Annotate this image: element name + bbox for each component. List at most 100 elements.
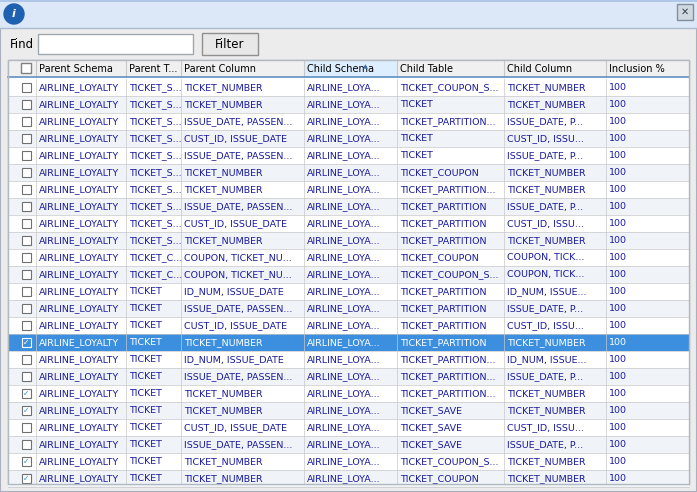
Text: COUPON, TICK...: COUPON, TICK... <box>507 253 584 262</box>
Text: 100: 100 <box>609 389 627 398</box>
Text: AIRLINE_LOYALTY: AIRLINE_LOYALTY <box>39 338 119 347</box>
Text: TICKET_NUMBER: TICKET_NUMBER <box>507 100 585 109</box>
Bar <box>8 198 689 215</box>
Text: TICKET_S...: TICKET_S... <box>129 83 182 92</box>
Bar <box>22 117 31 126</box>
Text: ID_NUM, ISSUE_DATE: ID_NUM, ISSUE_DATE <box>184 287 284 296</box>
Text: TICKET_NUMBER: TICKET_NUMBER <box>507 168 585 177</box>
Text: TICKET_S...: TICKET_S... <box>129 185 182 194</box>
Text: TICKET_COUPON: TICKET_COUPON <box>400 474 479 483</box>
Text: TICKET_S...: TICKET_S... <box>129 100 182 109</box>
Bar <box>8 79 689 96</box>
Bar <box>8 317 689 334</box>
Text: ▲: ▲ <box>362 64 367 69</box>
Text: AIRLINE_LOYALTY: AIRLINE_LOYALTY <box>39 287 119 296</box>
Text: TICKET_PARTITION...: TICKET_PARTITION... <box>400 185 496 194</box>
Bar <box>22 355 31 364</box>
Text: AIRLINE_LOYALTY: AIRLINE_LOYALTY <box>39 304 119 313</box>
Text: TICKET_SAVE: TICKET_SAVE <box>400 423 462 432</box>
Text: Inclusion %: Inclusion % <box>609 63 665 73</box>
Text: TICKET: TICKET <box>129 372 162 381</box>
Text: ISSUE_DATE, P...: ISSUE_DATE, P... <box>507 151 583 160</box>
Text: TICKET: TICKET <box>129 287 162 296</box>
Text: TICKET_COUPON_S...: TICKET_COUPON_S... <box>400 457 498 466</box>
Text: Parent T...: Parent T... <box>129 63 177 73</box>
Text: ISSUE_DATE, PASSEN...: ISSUE_DATE, PASSEN... <box>184 151 292 160</box>
Text: CUST_ID, ISSUE_DATE: CUST_ID, ISSUE_DATE <box>184 321 287 330</box>
Text: AIRLINE_LOYALTY: AIRLINE_LOYALTY <box>39 406 119 415</box>
Bar <box>304 60 397 77</box>
Bar <box>8 266 689 283</box>
Text: AIRLINE_LOYA...: AIRLINE_LOYA... <box>307 117 381 126</box>
Text: AIRLINE_LOYALTY: AIRLINE_LOYALTY <box>39 389 119 398</box>
Bar <box>8 470 689 487</box>
Text: TICKET_NUMBER: TICKET_NUMBER <box>507 338 585 347</box>
Text: AIRLINE_LOYALTY: AIRLINE_LOYALTY <box>39 372 119 381</box>
Text: AIRLINE_LOYA...: AIRLINE_LOYA... <box>307 355 381 364</box>
Bar <box>22 134 31 143</box>
Text: 100: 100 <box>609 168 627 177</box>
Text: AIRLINE_LOYALTY: AIRLINE_LOYALTY <box>39 355 119 364</box>
Text: Child Table: Child Table <box>400 63 453 73</box>
Text: TICKET: TICKET <box>129 457 162 466</box>
Text: TICKET_NUMBER: TICKET_NUMBER <box>184 406 263 415</box>
Text: 100: 100 <box>609 83 627 92</box>
Text: TICKET_NUMBER: TICKET_NUMBER <box>184 338 263 347</box>
Text: AIRLINE_LOYA...: AIRLINE_LOYA... <box>307 100 381 109</box>
Text: 100: 100 <box>609 117 627 126</box>
Text: ID_NUM, ISSUE...: ID_NUM, ISSUE... <box>507 287 586 296</box>
Text: TICKET_SAVE: TICKET_SAVE <box>400 406 462 415</box>
Text: CUST_ID, ISSU...: CUST_ID, ISSU... <box>507 423 584 432</box>
Text: AIRLINE_LOYALTY: AIRLINE_LOYALTY <box>39 185 119 194</box>
Bar <box>8 453 689 470</box>
Text: AIRLINE_LOYALTY: AIRLINE_LOYALTY <box>39 151 119 160</box>
Text: AIRLINE_LOYALTY: AIRLINE_LOYALTY <box>39 321 119 330</box>
Bar <box>21 63 31 73</box>
Text: TICKET_NUMBER: TICKET_NUMBER <box>184 185 263 194</box>
Bar <box>8 147 689 164</box>
Text: TICKET_NUMBER: TICKET_NUMBER <box>184 236 263 245</box>
Text: TICKET_SAVE: TICKET_SAVE <box>400 440 462 449</box>
Text: AIRLINE_LOYALTY: AIRLINE_LOYALTY <box>39 423 119 432</box>
Text: TICKET: TICKET <box>129 338 162 347</box>
Text: AIRLINE_LOYA...: AIRLINE_LOYA... <box>307 287 381 296</box>
Bar <box>8 283 689 300</box>
Text: TICKET_NUMBER: TICKET_NUMBER <box>507 389 585 398</box>
Text: AIRLINE_LOYA...: AIRLINE_LOYA... <box>307 423 381 432</box>
Bar <box>22 287 31 296</box>
Text: AIRLINE_LOYALTY: AIRLINE_LOYALTY <box>39 117 119 126</box>
Text: TICKET_NUMBER: TICKET_NUMBER <box>184 100 263 109</box>
Text: TICKET_NUMBER: TICKET_NUMBER <box>184 389 263 398</box>
Text: ID_NUM, ISSUE...: ID_NUM, ISSUE... <box>507 355 586 364</box>
Text: AIRLINE_LOYALTY: AIRLINE_LOYALTY <box>39 253 119 262</box>
Bar <box>8 60 689 484</box>
Text: TICKET_NUMBER: TICKET_NUMBER <box>507 185 585 194</box>
Text: TICKET_S...: TICKET_S... <box>129 236 182 245</box>
Text: ISSUE_DATE, P...: ISSUE_DATE, P... <box>507 202 583 211</box>
Text: TICKET: TICKET <box>129 389 162 398</box>
Text: COUPON, TICKET_NU...: COUPON, TICKET_NU... <box>184 270 292 279</box>
Text: 100: 100 <box>609 440 627 449</box>
Text: TICKET_NUMBER: TICKET_NUMBER <box>184 83 263 92</box>
Bar <box>22 440 31 449</box>
Bar <box>22 457 31 466</box>
Text: AIRLINE_LOYALTY: AIRLINE_LOYALTY <box>39 474 119 483</box>
Bar <box>8 419 689 436</box>
Bar <box>22 100 31 109</box>
Text: TICKET_NUMBER: TICKET_NUMBER <box>507 474 585 483</box>
Text: 100: 100 <box>609 372 627 381</box>
Text: AIRLINE_LOYALTY: AIRLINE_LOYALTY <box>39 168 119 177</box>
Text: 100: 100 <box>609 253 627 262</box>
Bar <box>8 232 689 249</box>
Text: ID_NUM, ISSUE_DATE: ID_NUM, ISSUE_DATE <box>184 355 284 364</box>
Bar <box>22 253 31 262</box>
Bar <box>8 385 689 402</box>
Bar <box>22 236 31 245</box>
Text: ISSUE_DATE, PASSEN...: ISSUE_DATE, PASSEN... <box>184 202 292 211</box>
Text: ISSUE_DATE, P...: ISSUE_DATE, P... <box>507 304 583 313</box>
Text: Parent Schema: Parent Schema <box>39 63 113 73</box>
Text: TICKET_PARTITION: TICKET_PARTITION <box>400 287 487 296</box>
Text: TICKET_NUMBER: TICKET_NUMBER <box>184 457 263 466</box>
Text: AIRLINE_LOYA...: AIRLINE_LOYA... <box>307 151 381 160</box>
Text: 100: 100 <box>609 287 627 296</box>
